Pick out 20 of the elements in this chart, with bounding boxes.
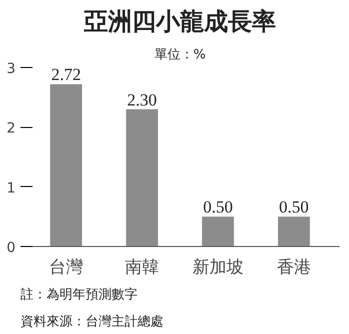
bar	[202, 216, 234, 246]
source-note: 資料來源：台灣主計總處	[20, 314, 164, 330]
y-tick-label: 0	[6, 240, 16, 256]
text: 註：為明年預測數字	[20, 286, 138, 302]
chart-subtitle: 單位：%	[154, 48, 206, 62]
y-tick-label: 3	[6, 61, 16, 77]
x-tick-label: 香港	[276, 258, 311, 278]
x-tick-label: 台灣	[49, 258, 84, 278]
chart-title: 亞洲四小龍成長率	[83, 8, 276, 36]
x-tick-label: 新加坡	[192, 258, 244, 278]
x-tick-label: 南韓	[125, 258, 160, 278]
bar	[50, 84, 82, 246]
bar	[278, 216, 310, 246]
y-tick-label: 2	[6, 120, 16, 137]
bar	[126, 109, 158, 246]
data-label: 2.72	[51, 65, 81, 84]
data-label: 0.50	[203, 198, 233, 217]
data-label: 2.30	[127, 90, 157, 110]
y-tick-label: 1	[6, 180, 16, 196]
data-label: 0.50	[279, 198, 309, 217]
